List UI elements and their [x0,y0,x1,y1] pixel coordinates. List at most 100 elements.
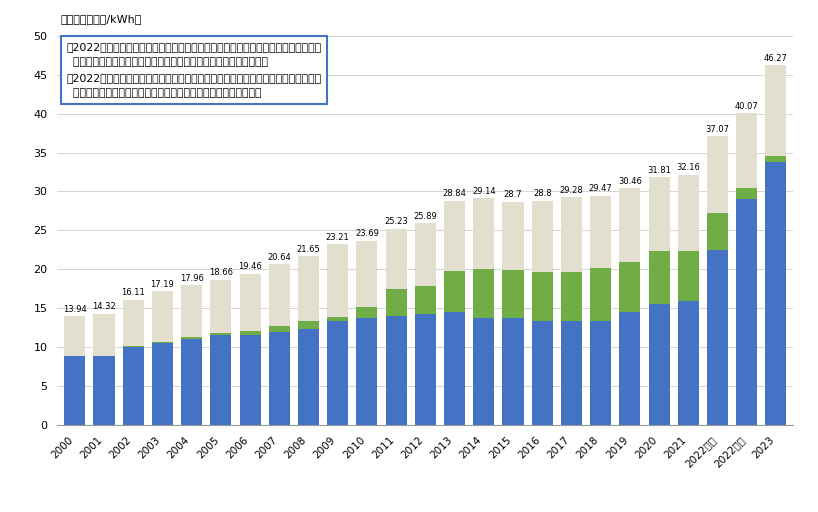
Text: 23.21: 23.21 [326,233,349,242]
Bar [590,321,611,425]
Bar [619,312,640,425]
Text: 13.94: 13.94 [63,305,87,314]
Bar [678,251,699,301]
Text: 20.64: 20.64 [267,253,291,262]
Text: 29.14: 29.14 [472,187,496,196]
Text: 23.69: 23.69 [355,229,379,238]
Bar [210,280,231,333]
Bar [385,289,407,316]
Bar [649,251,670,304]
Bar [532,322,553,425]
Bar [502,202,524,270]
Text: 46.27: 46.27 [764,54,788,62]
Text: 16.11: 16.11 [121,288,145,297]
Bar [152,291,173,342]
Bar [269,332,290,425]
Bar [766,157,786,162]
Bar [532,201,553,272]
Bar [298,329,319,425]
Text: （ユーロセント/kWh）: （ユーロセント/kWh） [61,14,142,24]
Bar [123,346,144,347]
Bar [210,335,231,425]
Bar [415,223,436,286]
Bar [123,300,144,346]
Bar [619,188,640,262]
Bar [327,317,348,322]
Bar [415,286,436,314]
Bar [240,335,261,425]
Bar [181,285,202,337]
Bar [327,322,348,425]
Text: 28.7: 28.7 [504,190,523,199]
Text: 17.19: 17.19 [151,280,174,289]
Bar [736,199,757,425]
Text: 28.84: 28.84 [443,189,466,198]
Bar [444,312,465,425]
Bar [766,65,786,157]
Text: 37.07: 37.07 [705,125,730,134]
Bar [327,244,348,317]
Bar [181,337,202,338]
Bar [474,269,494,317]
Bar [474,198,494,269]
Bar [298,257,319,322]
Bar [736,188,757,199]
Text: 28.8: 28.8 [533,189,551,199]
Bar [561,272,582,322]
Text: 40.07: 40.07 [735,102,758,111]
Text: 18.66: 18.66 [209,268,233,278]
Bar [357,307,377,318]
Bar [707,214,728,250]
Bar [65,316,85,356]
Text: 25.89: 25.89 [413,212,438,221]
Bar [502,270,524,318]
Bar [65,356,85,425]
Bar [678,301,699,425]
Bar [649,304,670,425]
Bar [532,272,553,322]
Bar [93,356,115,425]
Bar [210,333,231,335]
Text: 29.28: 29.28 [560,186,583,195]
Bar [385,229,407,289]
Bar [444,201,465,271]
Bar [444,271,465,312]
Bar [269,264,290,326]
Text: 14.32: 14.32 [92,302,116,311]
Bar [590,268,611,321]
Text: 21.65: 21.65 [297,245,321,254]
Bar [415,314,436,425]
Text: 30.46: 30.46 [618,177,642,185]
Bar [707,137,728,214]
Text: 25.23: 25.23 [384,217,408,226]
Text: 32.16: 32.16 [676,163,700,173]
Bar [152,343,173,425]
Bar [561,197,582,272]
Bar [736,113,757,188]
Bar [240,331,261,335]
Bar [123,347,144,425]
Bar [474,317,494,425]
Bar [649,177,670,251]
Text: 29.47: 29.47 [589,184,613,193]
Bar [357,318,377,425]
Bar [181,338,202,425]
Bar [619,262,640,312]
Text: 17.96: 17.96 [180,274,204,283]
Bar [561,322,582,425]
Text: ・2022年以前はドイツの家庭向け電気料金の約半分を税・賦課金が占め、このうち
  再エネ賦課金（緑）の増大が電気料金上昇の主な要因となっていた
・2022年以: ・2022年以前はドイツの家庭向け電気料金の約半分を税・賦課金が占め、このうち … [66,41,321,98]
Bar [93,313,115,356]
Text: 31.81: 31.81 [647,166,671,175]
Bar [766,162,786,425]
Bar [152,342,173,343]
Bar [357,241,377,307]
Bar [678,175,699,251]
Text: 19.46: 19.46 [238,262,262,271]
Bar [298,322,319,329]
Bar [502,318,524,425]
Bar [707,250,728,425]
Bar [269,326,290,332]
Bar [385,316,407,425]
Bar [590,196,611,268]
Bar [240,273,261,331]
